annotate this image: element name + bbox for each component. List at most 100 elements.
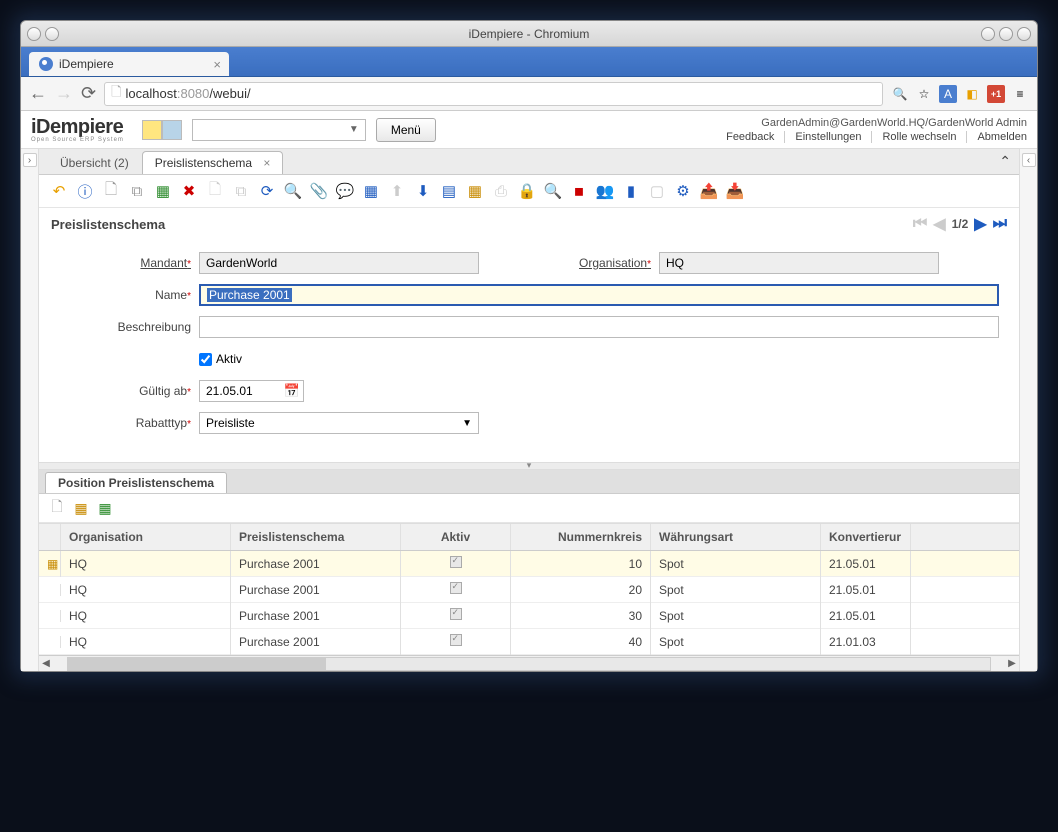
field-gueltig[interactable]: 21.05.01 📅 (199, 380, 304, 402)
extension-icon[interactable]: ◧ (963, 85, 981, 103)
search-dropdown-icon[interactable]: ▼ (343, 124, 365, 135)
cell-aktiv (401, 602, 511, 629)
checkbox-aktiv[interactable]: Aktiv (199, 352, 242, 366)
import-icon[interactable]: 📥 (725, 181, 745, 201)
logout-link[interactable]: Abmelden (967, 131, 1027, 143)
prev-record-icon[interactable]: ◀ (933, 214, 945, 234)
cell-schema: Purchase 2001 (231, 577, 401, 603)
new-icon[interactable]: 🗋 (101, 181, 121, 201)
table-row[interactable]: HQPurchase 200140Spot21.01.03 (39, 629, 1019, 655)
open-window-icon[interactable] (162, 120, 182, 140)
lock-icon[interactable]: 🔒 (517, 181, 537, 201)
grid-toggle-icon[interactable]: ▦ (361, 181, 381, 201)
maximize-button[interactable] (999, 27, 1013, 41)
field-org[interactable]: HQ (659, 252, 939, 274)
export-icon[interactable]: 📤 (699, 181, 719, 201)
settings-link[interactable]: Einstellungen (785, 131, 872, 143)
aktiv-checkbox-input[interactable] (199, 353, 212, 366)
grid-save-icon[interactable]: ▦ (95, 498, 115, 518)
splitter[interactable] (39, 462, 1019, 470)
collapse-icon[interactable]: ⌃ (999, 153, 1011, 170)
scroll-right-icon[interactable]: ▶ (1005, 658, 1019, 669)
tab-overview[interactable]: Übersicht (2) (47, 151, 142, 174)
translate-icon[interactable]: A (939, 85, 957, 103)
zoom-icon[interactable]: 🔍 (891, 85, 909, 103)
chevron-left-icon: ‹ (1022, 153, 1036, 167)
refresh-icon[interactable]: ⟳ (257, 181, 277, 201)
change-role-link[interactable]: Rolle wechseln (872, 131, 967, 143)
first-record-icon[interactable]: ⏮ (913, 215, 927, 233)
new-note-icon[interactable] (142, 120, 162, 140)
grid-new-icon[interactable]: 🗋 (47, 498, 67, 518)
col-konv[interactable]: Konvertierur (821, 524, 911, 550)
gplus-icon[interactable]: +1 (987, 85, 1005, 103)
field-mandant[interactable]: GardenWorld (199, 252, 479, 274)
app-tabs: Übersicht (2) Preislistenschema × ⌃ (39, 149, 1019, 175)
cell-org: HQ (61, 603, 231, 629)
label-org: Organisation* (539, 256, 659, 270)
menu-icon[interactable]: ≡ (1011, 85, 1029, 103)
cell-nummer: 10 (511, 551, 651, 577)
next-record-icon[interactable]: ▶ (974, 214, 986, 234)
table-row[interactable]: HQPurchase 200130Spot21.05.01 (39, 603, 1019, 629)
undo-icon[interactable]: ↶ (49, 181, 69, 201)
horizontal-scrollbar[interactable]: ◀ ▶ (39, 655, 1019, 671)
col-aktiv[interactable]: Aktiv (401, 524, 511, 550)
reload-button[interactable]: ⟳ (81, 83, 96, 104)
archive-icon[interactable]: ▦ (465, 181, 485, 201)
record-toolbar: ↶ ⓘ 🗋 ⧉ ▦ ✖ 🗋 ⧉ ⟳ 🔍 📎 💬 ▦ ⬆ ⬇ ▤ ▦ (39, 175, 1019, 208)
close-button[interactable] (1017, 27, 1031, 41)
scroll-left-icon[interactable]: ◀ (39, 658, 53, 669)
cell-waehrung: Spot (651, 551, 821, 577)
process-icon[interactable]: ⚙ (673, 181, 693, 201)
grid-toolbar: 🗋 ▦ ▦ (39, 494, 1019, 523)
product-info-icon[interactable]: ▮ (621, 181, 641, 201)
detail-down-icon[interactable]: ⬇ (413, 181, 433, 201)
field-name[interactable]: Purchase 2001 (199, 284, 999, 306)
url-field[interactable]: 🗋 localhost:8080/webui/ (104, 82, 883, 106)
feedback-link[interactable]: Feedback (716, 131, 785, 143)
find-icon[interactable]: 🔍 (283, 181, 303, 201)
zoom-across-icon[interactable]: 🔍 (543, 181, 563, 201)
browser-tab[interactable]: iDempiere × (29, 52, 229, 76)
request-icon[interactable]: 👥 (595, 181, 615, 201)
app-root: iDempiere Open Source ERP System ▼ Menü … (21, 111, 1037, 671)
minimize-button[interactable] (981, 27, 995, 41)
back-button[interactable]: ← (29, 83, 47, 104)
ignore-icon[interactable]: ⧉ (231, 181, 251, 201)
global-search-input[interactable] (193, 120, 343, 140)
grid-edit-icon[interactable]: ▦ (71, 498, 91, 518)
report-icon[interactable]: ▤ (439, 181, 459, 201)
field-beschreibung[interactable] (199, 316, 999, 338)
left-panel-handle[interactable]: › (21, 149, 39, 671)
table-row[interactable]: HQPurchase 200120Spot21.05.01 (39, 577, 1019, 603)
print-icon[interactable]: ⎙ (491, 181, 511, 201)
field-rabatt[interactable]: Preisliste ▼ (199, 412, 479, 434)
save-icon[interactable]: ▦ (153, 181, 173, 201)
calendar-icon[interactable]: 📅 (284, 383, 300, 399)
col-org[interactable]: Organisation (61, 524, 231, 550)
subtab-position[interactable]: Position Preislistenschema (45, 472, 227, 493)
col-waehrung[interactable]: Währungsart (651, 524, 821, 550)
save-new-icon[interactable]: 🗋 (205, 181, 225, 201)
bookmark-icon[interactable]: ☆ (915, 85, 933, 103)
col-nummer[interactable]: Nummernkreis (511, 524, 651, 550)
right-panel-handle[interactable]: ‹ (1019, 149, 1037, 671)
attachment-icon[interactable]: 📎 (309, 181, 329, 201)
help-icon[interactable]: ⓘ (75, 181, 95, 201)
window-title: iDempiere - Chromium (21, 27, 1037, 41)
copy-icon[interactable]: ⧉ (127, 181, 147, 201)
table-row[interactable]: ▦HQPurchase 200110Spot21.05.01 (39, 551, 1019, 577)
chat-icon[interactable]: 💬 (335, 181, 355, 201)
tab-close-icon[interactable]: × (263, 156, 270, 170)
menu-button[interactable]: Menü (376, 118, 436, 142)
grid: Organisation Preislistenschema Aktiv Num… (39, 523, 1019, 671)
tab-close-icon[interactable]: × (213, 57, 221, 72)
col-schema[interactable]: Preislistenschema (231, 524, 401, 550)
last-record-icon[interactable]: ⏭ (993, 215, 1007, 233)
delete-icon[interactable]: ✖ (179, 181, 199, 201)
parent-up-icon[interactable]: ⬆ (387, 181, 407, 201)
tab-preislistenschema[interactable]: Preislistenschema × (142, 151, 284, 174)
forward-button[interactable]: → (55, 83, 73, 104)
active-workflow-icon[interactable]: ◼ (569, 181, 589, 201)
